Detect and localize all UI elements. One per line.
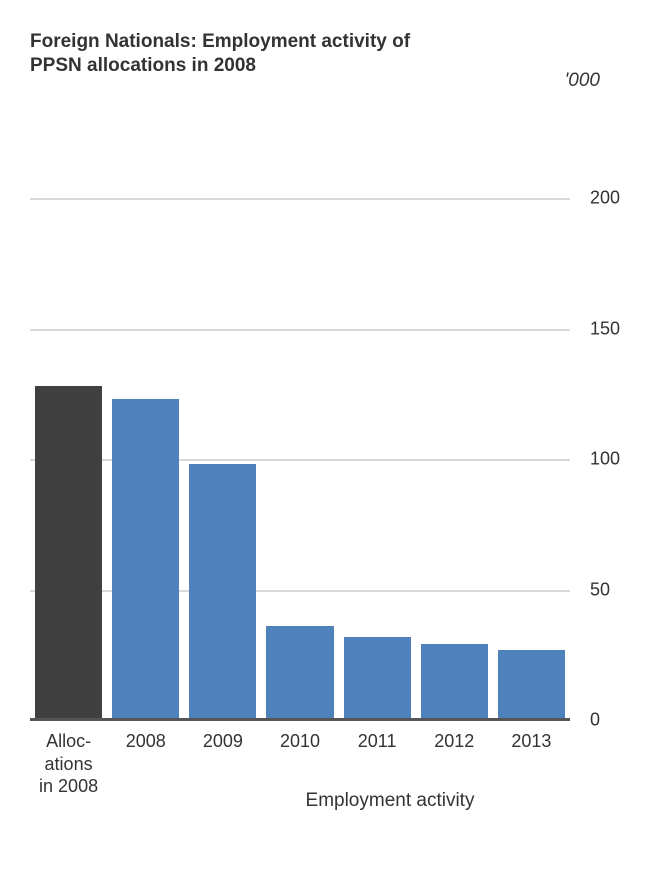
y-tick-label: 0 [590, 710, 600, 731]
x-tick-label: 2008 [107, 730, 184, 798]
x-tick-label: 2013 [493, 730, 570, 798]
bar [112, 399, 179, 720]
bar-slot [30, 120, 107, 720]
bar-slot [107, 120, 184, 720]
chart-container: Foreign Nationals: Employment activity o… [0, 0, 650, 890]
x-tick-label: 2011 [339, 730, 416, 798]
bar [344, 637, 411, 720]
x-tick-label: 2012 [416, 730, 493, 798]
x-tick-label: Alloc- ations in 2008 [30, 730, 107, 798]
x-tick-labels: Alloc- ations in 20082008200920102011201… [30, 730, 570, 798]
bar [266, 626, 333, 720]
chart-area: 050100150200 Alloc- ations in 2008200820… [30, 120, 650, 840]
bar-slot [493, 120, 570, 720]
y-tick-label: 200 [590, 188, 620, 209]
bar [35, 386, 102, 720]
x-tick-label: 2010 [261, 730, 338, 798]
x-axis-title: Employment activity [200, 790, 580, 812]
bar-slot [339, 120, 416, 720]
bar-slot [261, 120, 338, 720]
bar [421, 644, 488, 720]
chart-title: Foreign Nationals: Employment activity o… [30, 30, 450, 78]
bar-slot [416, 120, 493, 720]
y-tick-label: 150 [590, 318, 620, 339]
y-tick-labels: 050100150200 [590, 120, 650, 720]
x-tick-label: 2009 [184, 730, 261, 798]
bars-group [30, 120, 570, 720]
bar [189, 464, 256, 720]
x-axis-baseline [30, 718, 570, 721]
y-tick-label: 50 [590, 579, 610, 600]
y-unit-label: '000 [565, 70, 600, 92]
bar-slot [184, 120, 261, 720]
y-tick-label: 100 [590, 449, 620, 470]
plot-region [30, 120, 570, 720]
bar [498, 650, 565, 720]
